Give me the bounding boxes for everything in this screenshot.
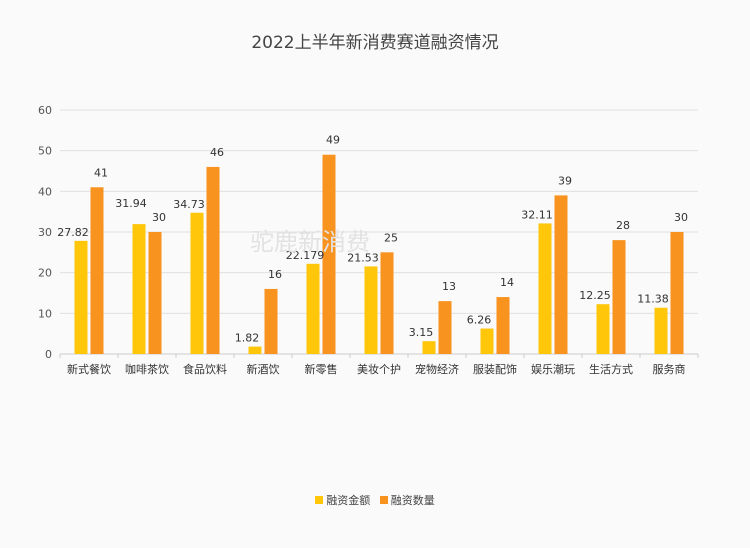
bar (554, 195, 568, 354)
data-label: 25 (384, 231, 398, 244)
data-label: 13 (442, 280, 456, 293)
y-tick-label: 10 (38, 307, 52, 320)
data-label: 30 (152, 211, 166, 224)
x-tick-label: 生活方式 (589, 362, 633, 376)
y-tick-label: 0 (45, 348, 52, 361)
data-label: 32.11 (521, 208, 553, 221)
x-tick-label: 食品饮料 (183, 362, 227, 376)
data-label: 31.94 (115, 197, 147, 210)
data-label: 34.73 (173, 198, 205, 211)
legend: 融资金额 融资数量 (0, 492, 750, 508)
legend-item-count[interactable]: 融资数量 (379, 492, 435, 508)
legend-swatch (379, 496, 388, 504)
watermark: 驼鹿新消费 (250, 228, 370, 256)
bar (206, 166, 220, 354)
legend-item-amount[interactable]: 融资金额 (315, 492, 370, 508)
bar (74, 240, 88, 354)
bar (322, 154, 336, 354)
data-label: 11.38 (637, 293, 669, 306)
bar (364, 266, 378, 354)
data-label: 49 (326, 134, 340, 147)
data-label: 27.82 (57, 226, 89, 239)
data-label: 6.26 (467, 314, 492, 327)
data-label: 21.53 (347, 251, 379, 264)
legend-label: 融资金额 (326, 494, 371, 507)
bar (264, 288, 278, 354)
data-label: 28 (616, 219, 630, 232)
y-tick-label: 30 (38, 226, 52, 239)
x-tick-label: 服装配饰 (473, 362, 517, 376)
data-label: 3.15 (409, 326, 434, 339)
x-tick-label: 宠物经济 (415, 362, 459, 376)
legend-label: 融资数量 (390, 494, 435, 507)
x-tick-label: 娱乐潮玩 (531, 362, 575, 376)
y-tick-label: 60 (38, 104, 52, 117)
x-tick-label: 服务商 (653, 362, 686, 376)
bar (306, 263, 320, 354)
data-label: 41 (94, 166, 108, 179)
data-label: 16 (268, 268, 282, 281)
data-label: 14 (500, 276, 514, 289)
bar (438, 301, 452, 354)
data-label: 12.25 (579, 289, 611, 302)
bar (422, 341, 436, 354)
bar (596, 304, 610, 354)
bar (670, 232, 684, 354)
bar (248, 346, 262, 354)
bar (190, 212, 204, 354)
bar (538, 223, 552, 354)
bar (496, 297, 510, 354)
x-tick-label: 新零售 (305, 362, 338, 376)
data-label: 22.179 (286, 249, 325, 262)
y-tick-label: 20 (38, 267, 52, 280)
legend-swatch (315, 496, 324, 504)
x-tick-label: 新式餐饮 (67, 362, 111, 376)
data-label: 46 (210, 146, 224, 159)
data-label: 30 (674, 211, 688, 224)
bar (148, 232, 162, 354)
bar (132, 224, 146, 354)
bar (654, 307, 668, 354)
chart-title: 2022上半年新消费赛道融资情况 (251, 33, 499, 53)
x-tick-label: 新酒饮 (247, 362, 280, 376)
bar (90, 187, 104, 354)
bar (480, 328, 494, 354)
data-label: 1.82 (235, 332, 260, 345)
data-label: 39 (558, 174, 572, 187)
bar (612, 240, 626, 354)
y-tick-label: 40 (38, 185, 52, 198)
x-tick-label: 美妆个护 (357, 362, 401, 376)
x-tick-label: 咖啡茶饮 (125, 362, 169, 376)
bar (380, 252, 394, 354)
y-tick-label: 50 (38, 145, 52, 158)
